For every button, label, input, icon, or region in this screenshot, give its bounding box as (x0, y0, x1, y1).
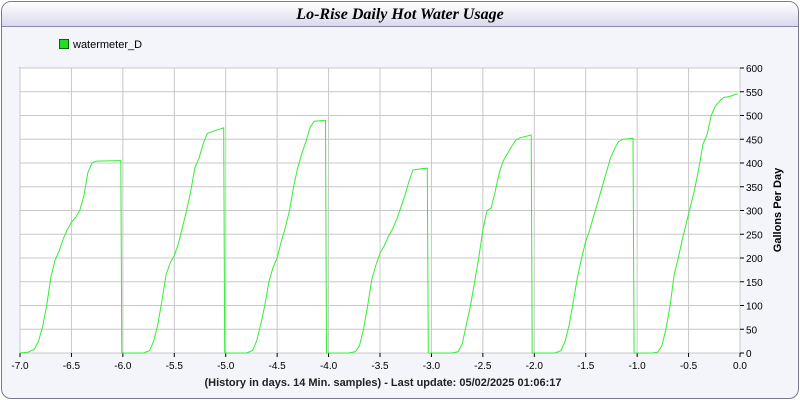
y-tick-label: 300 (746, 207, 763, 218)
y-tick-label: 400 (746, 159, 763, 170)
y-tick-label: 550 (746, 88, 763, 99)
legend-label: watermeter_D (73, 39, 143, 51)
y-tick-label: 100 (746, 302, 763, 313)
y-tick-label: 50 (746, 325, 758, 336)
legend: watermeter_D (59, 39, 142, 51)
x-tick-label: -2.0 (526, 361, 544, 372)
x-axis-label: (History in days. 14 Min. samples) - Las… (204, 377, 562, 389)
x-ticks: -7.0 -6.5 -6.0 -5.5 -5.0 -4.5 -4.0 -3.5 -3.0 -2.5… (11, 353, 747, 372)
series-line-watermeter-d (19, 93, 738, 354)
x-tick-label: -6.5 (63, 361, 81, 372)
chart-title: Lo-Rise Daily Hot Water Usage (2, 2, 798, 27)
y-tick-label: 150 (746, 278, 763, 289)
y-tick-label: 450 (746, 135, 763, 146)
y-tick-label: 600 (746, 64, 763, 75)
x-tick-label: -6.0 (114, 361, 132, 372)
y-tick-label: 250 (746, 230, 763, 241)
y-axis-label: Gallons Per Day (772, 167, 784, 252)
x-tick-label: -1.5 (577, 361, 595, 372)
x-tick-label: -2.5 (474, 361, 492, 372)
y-tick-label: 0 (746, 349, 752, 360)
y-tick-label: 500 (746, 112, 763, 123)
grid (19, 67, 741, 354)
y-tick-label: 200 (746, 254, 763, 265)
y-ticks: 0 50 100 150 200 250 300 350 400 450 500 550 600 (740, 64, 763, 360)
x-tick-label: -3.5 (371, 361, 389, 372)
x-tick-label: -4.0 (320, 361, 338, 372)
x-tick-label: -5.0 (217, 361, 235, 372)
x-tick-label: -4.5 (269, 361, 287, 372)
y-tick-label: 350 (746, 183, 763, 194)
x-tick-label: -7.0 (11, 361, 29, 372)
x-tick-label: -5.5 (166, 361, 184, 372)
x-tick-label: -1.0 (629, 361, 647, 372)
x-tick-label: -3.0 (423, 361, 441, 372)
x-tick-label: 0.0 (733, 361, 747, 372)
x-tick-label: -0.5 (680, 361, 698, 372)
legend-swatch (59, 39, 69, 50)
